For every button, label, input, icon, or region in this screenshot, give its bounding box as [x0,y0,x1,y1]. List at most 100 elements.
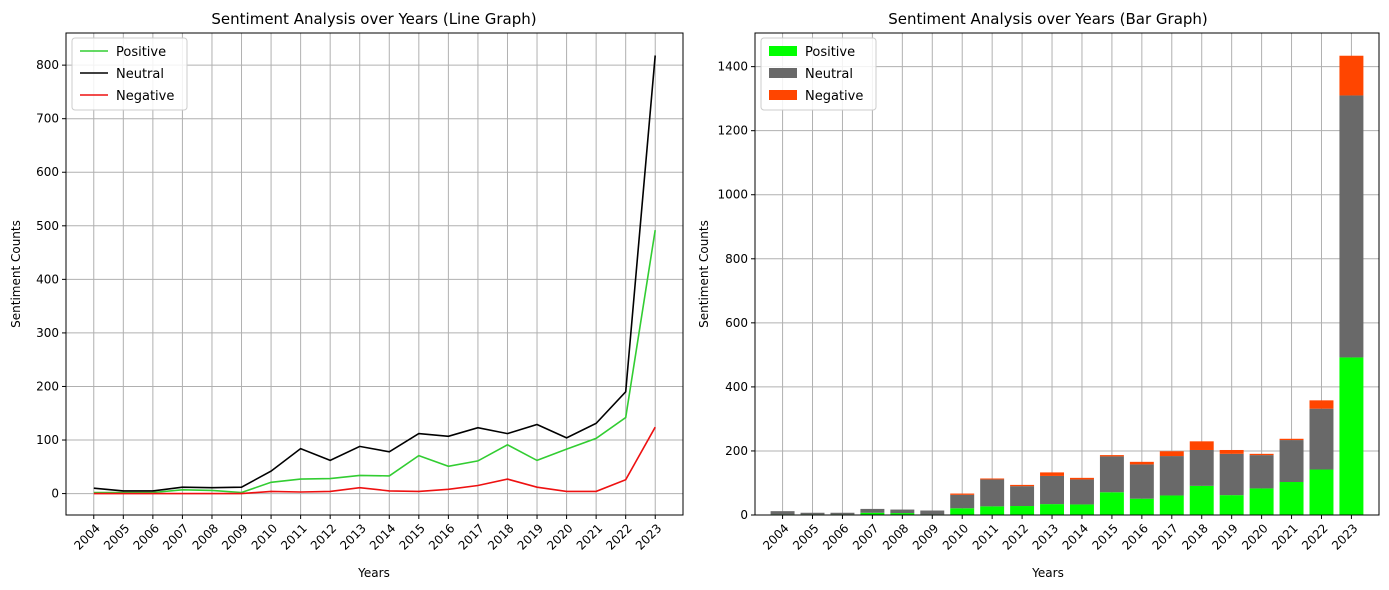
bar-chart-xtick-label: 2016 [1119,521,1150,552]
legend-label-neutral: Neutral [805,67,853,82]
line-chart-xtick-label: 2021 [574,521,605,552]
line-chart-xtick-label: 2006 [130,521,161,552]
bar-neutral [1279,440,1304,483]
line-chart-xtick-label: 2015 [396,521,427,552]
line-chart-title: Sentiment Analysis over Years (Line Grap… [211,10,536,28]
bar-negative [1040,472,1065,476]
line-chart-xtick-label: 2010 [249,521,280,552]
bar-chart-xtick-label: 2011 [970,521,1001,552]
bar-chart-ytick-label: 600 [725,316,748,330]
bar-neutral [1159,456,1184,496]
line-chart-legend-box [71,37,188,111]
bar-neutral [800,512,825,515]
line-series-neutral [93,55,656,492]
bar-negative [980,478,1005,480]
bar-chart-ytick-label: 800 [725,252,748,266]
line-chart-xtick-label: 2017 [456,521,487,552]
bar-positive [1040,504,1065,515]
line-chart-ytick-label: 800 [36,58,59,72]
line-chart-xtick-label: 2005 [101,521,132,552]
legend-label-negative: Negative [805,89,863,104]
bar-neutral [1099,456,1124,493]
bar-chart-xticks: 2004200520062007200820092010201120122013… [760,515,1361,553]
bar-positive [860,512,885,515]
bar-positive [1309,469,1334,515]
bar-neutral [950,494,975,509]
legend-swatch-positive [769,46,797,56]
bar-positive [1219,495,1244,515]
bar-chart-xtick-label: 2020 [1239,521,1270,552]
bar-chart-ytick-label: 400 [725,380,748,394]
line-chart-xtick-label: 2019 [515,521,546,552]
line-chart-xtick-label: 2023 [633,521,664,552]
bar-neutral [920,510,945,515]
bar-negative [1099,455,1124,457]
line-chart-ytick-label: 500 [36,219,59,233]
bar-negative [950,493,975,495]
bar-chart-xtick-label: 2019 [1209,521,1240,552]
bar-chart-xtick-label: 2021 [1269,521,1300,552]
bar-chart-data [770,55,1364,515]
bar-positive [980,506,1005,515]
bar-chart-ytick-label: 0 [740,508,748,522]
bar-chart-xtick-label: 2010 [940,521,971,552]
bar-positive [1010,506,1035,515]
bar-chart-ytick-label: 1000 [717,188,748,202]
bar-positive [1159,495,1184,515]
legend-swatch-neutral [769,68,797,78]
bar-chart-xtick-label: 2014 [1060,521,1091,552]
bar-chart-xtick-label: 2012 [1000,521,1031,552]
bar-negative [1189,441,1214,450]
bar-neutral [980,479,1005,507]
bar-positive [950,508,975,515]
bar-neutral [770,511,795,515]
line-chart-yticks: 0 100 200 300 400 500 600 700 800 [36,58,66,501]
bar-positive [1129,498,1154,515]
line-chart-xtick-label: 2014 [367,521,398,552]
bar-chart-legend: Positive Neutral Negative [760,37,877,111]
bar-chart-xtick-label: 2023 [1329,521,1360,552]
bar-neutral [1129,464,1154,499]
line-chart-data [93,55,656,495]
legend-label-negative: Negative [116,89,174,104]
bar-negative [1339,55,1364,96]
bar-chart-yticks: 0 200 400 600 800 1000 1200 1400 [717,60,755,522]
bar-neutral [1219,453,1244,496]
bar-chart-xtick-label: 2015 [1090,521,1121,552]
bar-chart-xtick-label: 2006 [820,521,851,552]
bar-neutral [1010,486,1035,507]
bar-chart-title: Sentiment Analysis over Years (Bar Graph… [888,10,1208,28]
line-chart-xtick-label: 2016 [426,521,457,552]
bar-chart-ytick-label: 200 [725,444,748,458]
bar-neutral [1069,479,1094,505]
bar-neutral [1040,475,1065,505]
bar-neutral [1249,455,1274,489]
line-chart-xlabel: Years [357,566,390,580]
bar-chart-xtick-label: 2005 [790,521,821,552]
legend-label-positive: Positive [805,45,855,60]
line-chart-ytick-label: 600 [36,165,59,179]
bar-chart-xtick-label: 2009 [910,521,941,552]
bar-positive [1189,485,1214,515]
line-chart-xtick-label: 2011 [278,521,309,552]
bar-chart-xtick-label: 2018 [1179,521,1210,552]
bar-chart-xtick-label: 2017 [1149,521,1180,552]
bar-positive [1279,482,1304,515]
line-chart: Sentiment Analysis over Years (Line Grap… [9,10,684,580]
line-series-negative [93,426,656,495]
line-chart-ylabel: Sentiment Counts [9,220,23,328]
line-chart-ytick-label: 700 [36,112,59,126]
bar-neutral [860,508,885,513]
line-series-positive [93,229,656,494]
line-chart-xticks: 2004200520062007200820092010201120122013… [71,515,664,553]
bar-neutral [1189,449,1214,486]
line-chart-ytick-label: 400 [36,272,59,286]
line-chart-grid [66,33,683,515]
line-chart-xtick-label: 2020 [544,521,575,552]
bar-chart-ytick-label: 1200 [717,124,748,138]
bar-neutral [1309,408,1334,470]
bar-chart-ylabel: Sentiment Counts [697,220,711,328]
line-chart-xtick-label: 2018 [485,521,516,552]
bar-chart-xtick-label: 2013 [1030,521,1061,552]
